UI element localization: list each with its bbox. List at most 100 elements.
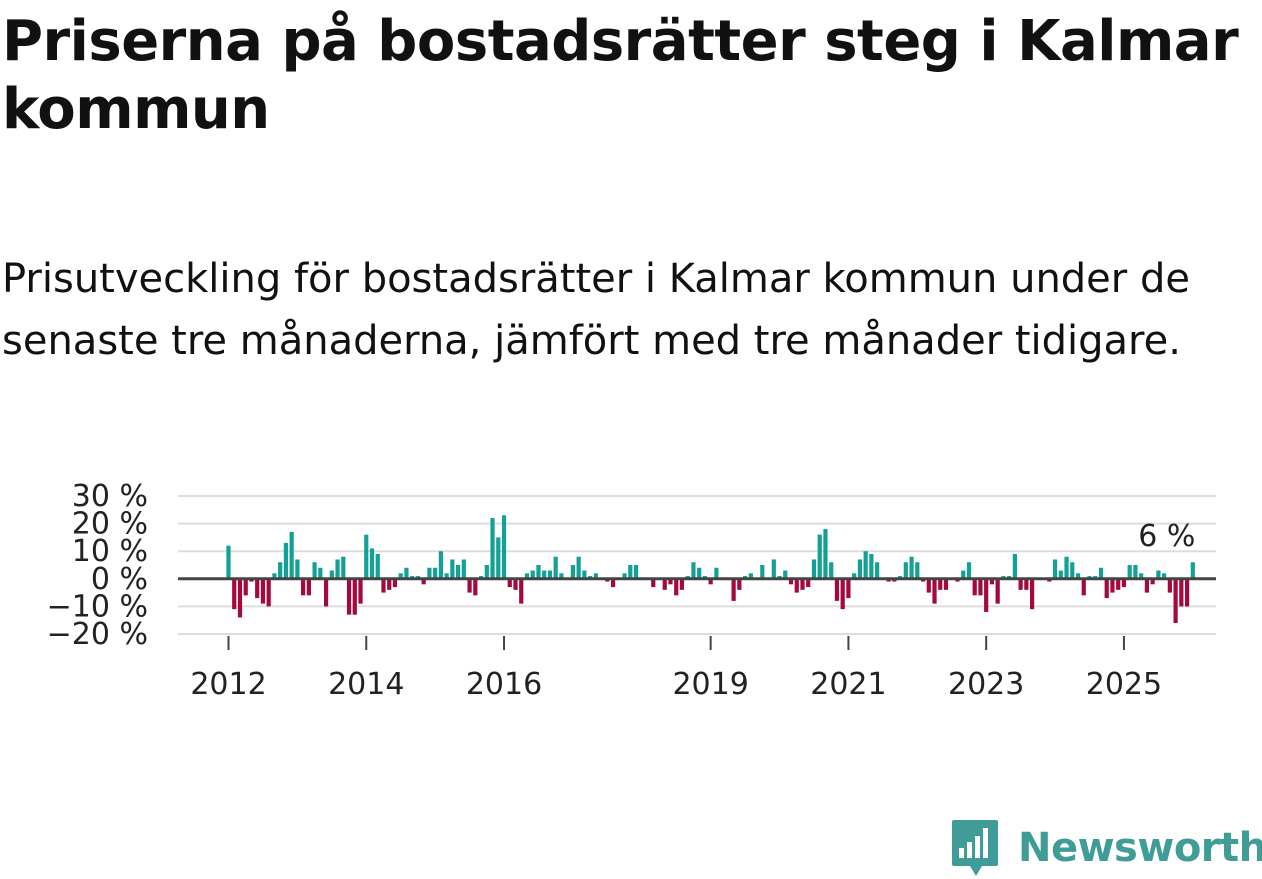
y-tick-label: 0 % xyxy=(91,562,148,597)
bar xyxy=(295,559,300,579)
bar xyxy=(433,567,438,579)
bar xyxy=(335,559,340,579)
bar xyxy=(1052,559,1058,579)
bar xyxy=(450,559,455,579)
bar xyxy=(278,562,283,579)
bar-chart: 30 %20 %10 %0 %−10 %−20 % 2012 2014 2016 20… xyxy=(47,479,1216,702)
bar xyxy=(358,578,363,604)
bar xyxy=(346,578,352,615)
bar xyxy=(679,578,685,590)
bar xyxy=(771,559,776,579)
bar xyxy=(496,537,501,579)
bar xyxy=(989,578,995,585)
bar xyxy=(582,570,587,579)
bar xyxy=(421,578,426,585)
y-tick-label: 30 % xyxy=(72,479,148,514)
bar xyxy=(995,578,1000,604)
x-axis: 2012 2014 2016 2019 2021 2023 2025 xyxy=(190,636,1162,702)
bar xyxy=(559,573,564,579)
bar xyxy=(708,578,713,585)
last-value-label: 6 % xyxy=(1138,519,1195,554)
bar xyxy=(863,551,868,579)
bar xyxy=(610,578,616,588)
bars xyxy=(226,515,1195,623)
bar xyxy=(375,553,380,579)
bar xyxy=(323,578,329,607)
bar xyxy=(697,567,702,579)
bar xyxy=(329,570,334,579)
bar xyxy=(938,578,943,590)
bar xyxy=(438,551,443,579)
bar xyxy=(1139,573,1144,579)
bar xyxy=(1058,570,1063,579)
bar xyxy=(1075,573,1081,579)
bar xyxy=(869,553,874,579)
bar xyxy=(1133,565,1138,579)
bar xyxy=(352,578,357,615)
bar xyxy=(289,531,294,579)
bar xyxy=(542,570,547,579)
x-tick-label: 2016 xyxy=(466,667,542,702)
y-axis-labels: 30 %20 %10 %0 %−10 %−20 % xyxy=(47,479,148,652)
bar xyxy=(484,565,489,579)
bar xyxy=(1162,573,1167,579)
bar xyxy=(312,562,317,579)
newsworthy-logo: Newsworthy xyxy=(950,818,1262,878)
bar xyxy=(501,515,507,579)
bar xyxy=(972,578,977,596)
bar xyxy=(903,562,908,579)
bar xyxy=(800,578,805,590)
bar xyxy=(875,562,880,579)
bar xyxy=(364,534,369,579)
bar xyxy=(1081,578,1086,596)
bar xyxy=(1104,578,1109,599)
gridlines xyxy=(178,495,1216,635)
x-tick-label: 2023 xyxy=(948,667,1024,702)
bar xyxy=(255,578,260,599)
y-tick-label: 20 % xyxy=(72,507,148,542)
newsworthy-logo-icon xyxy=(952,820,998,876)
x-tick-label: 2014 xyxy=(328,667,404,702)
chart-subtitle: Prisutveckling för bostadsrätter i Kalma… xyxy=(2,256,1190,364)
bar xyxy=(817,534,822,579)
bar xyxy=(553,556,558,579)
bar xyxy=(737,578,742,590)
bar xyxy=(318,567,323,579)
bar xyxy=(1070,562,1075,579)
bar xyxy=(834,578,840,601)
bar xyxy=(593,573,598,579)
bar xyxy=(283,542,288,579)
bar xyxy=(961,570,966,579)
bar xyxy=(519,578,524,604)
bar xyxy=(547,570,553,579)
bar xyxy=(668,578,673,585)
brand-name: Newsworthy xyxy=(1018,825,1262,871)
y-tick-label: 10 % xyxy=(72,534,148,569)
bar xyxy=(978,578,983,596)
bar xyxy=(507,578,512,588)
bar xyxy=(1150,578,1155,585)
bar xyxy=(1012,553,1017,579)
bar xyxy=(1144,578,1149,593)
bar xyxy=(461,559,466,579)
x-tick-label: 2019 xyxy=(672,667,748,702)
annotations: 6 % xyxy=(1138,519,1195,554)
bar xyxy=(266,578,271,607)
bar xyxy=(570,565,575,579)
bar xyxy=(260,578,266,604)
bar xyxy=(1173,578,1178,623)
bar xyxy=(1156,570,1161,579)
bar xyxy=(783,570,788,579)
bar xyxy=(490,518,495,579)
bar xyxy=(909,556,914,579)
bar xyxy=(1121,578,1127,588)
bar xyxy=(651,578,656,588)
x-tick-label: 2025 xyxy=(1086,667,1162,702)
bar xyxy=(1110,578,1115,593)
bar xyxy=(1184,578,1190,607)
bar xyxy=(915,562,920,579)
bar xyxy=(524,573,530,579)
bar xyxy=(932,578,937,604)
bar xyxy=(852,573,857,579)
bar xyxy=(513,578,518,590)
